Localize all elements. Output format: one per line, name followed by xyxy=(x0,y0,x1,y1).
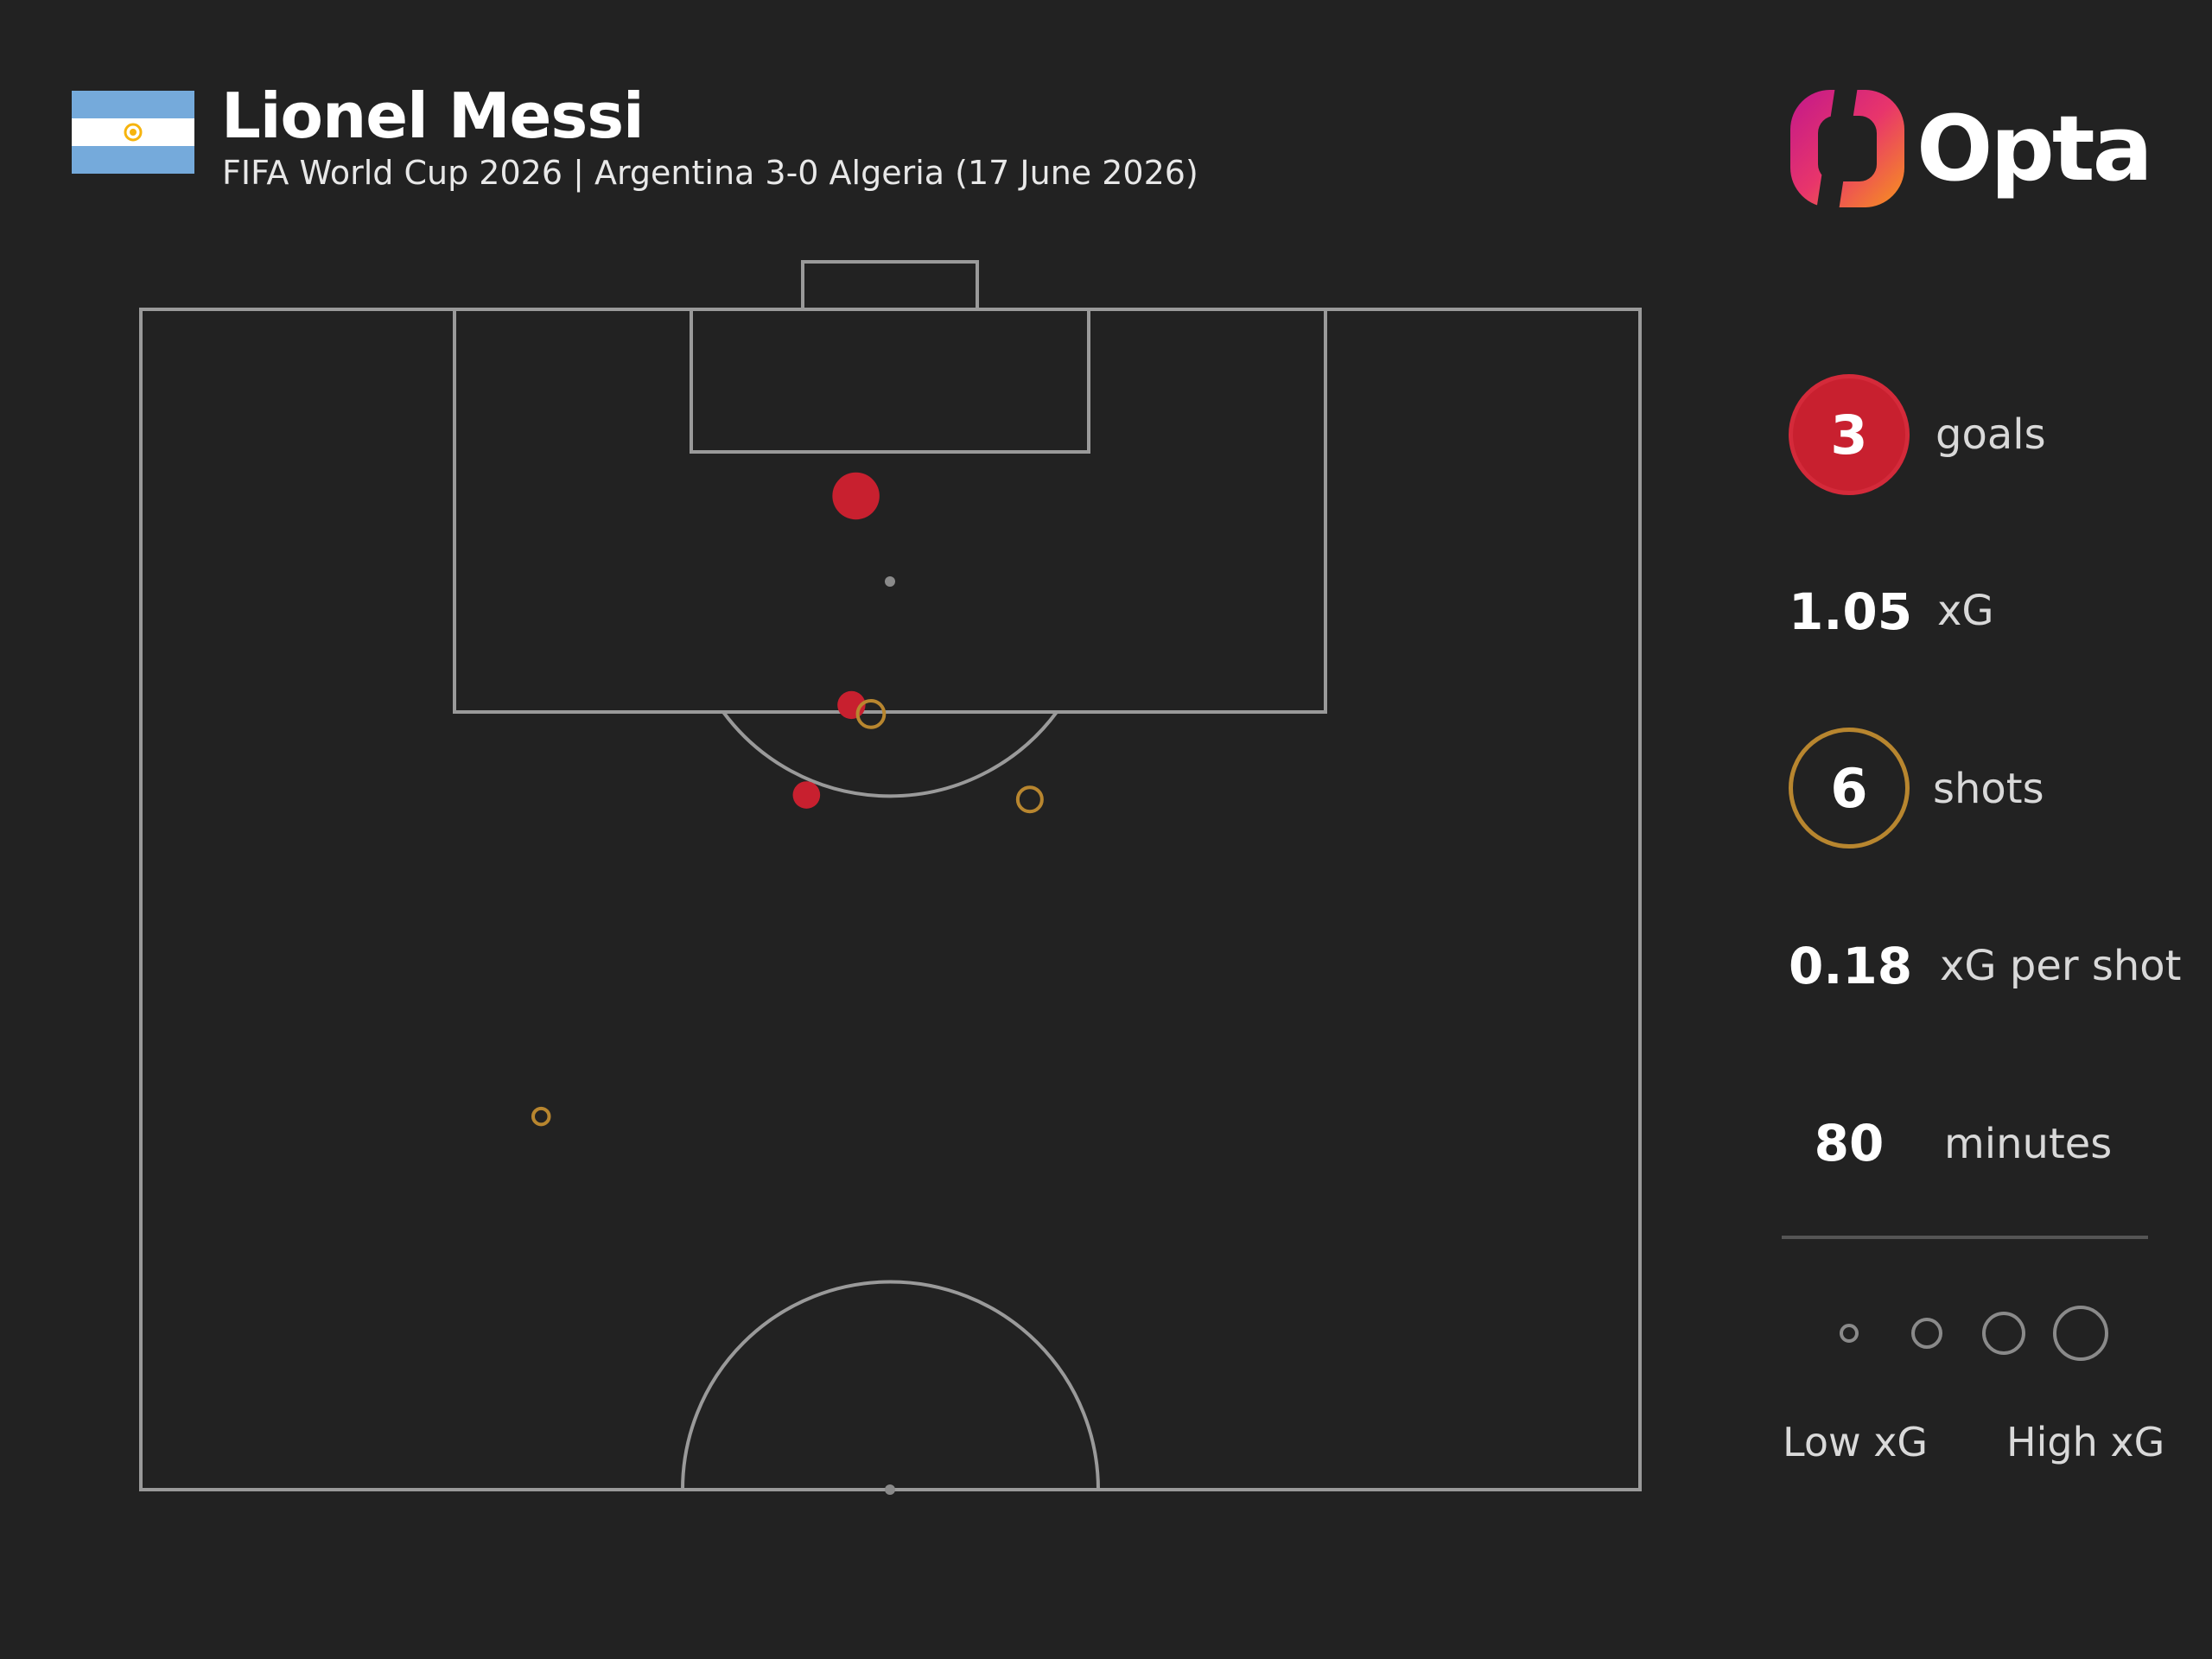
pitch-lines xyxy=(139,260,1642,1491)
xg-size-legend xyxy=(1840,1306,2108,1361)
shots-label: shots xyxy=(1933,765,2044,813)
goals-value: 3 xyxy=(1830,403,1868,467)
goals-badge: 3 xyxy=(1789,374,1910,495)
match-subtitle: FIFA World Cup 2026 | Argentina 3-0 Alge… xyxy=(222,154,1198,192)
argentina-flag-icon xyxy=(72,91,194,174)
centre-spot xyxy=(885,1484,895,1495)
xg-label: xG xyxy=(1937,587,1994,635)
shots-layer xyxy=(531,472,1044,1127)
six-yard-box xyxy=(690,308,1090,454)
opta-wordmark: Opta xyxy=(1916,96,2153,201)
legend-size-circle xyxy=(1840,1324,1859,1343)
missed-shot-marker xyxy=(531,1106,551,1127)
goal xyxy=(801,260,979,311)
centre-circle xyxy=(681,1280,1100,1491)
opta-logo-icon xyxy=(1790,86,1904,211)
stats-divider xyxy=(1782,1236,2148,1239)
legend-low-label: Low xG xyxy=(1783,1419,1929,1465)
shots-value: 6 xyxy=(1830,756,1868,820)
goal-shot-marker xyxy=(792,781,821,809)
legend-size-circle xyxy=(2053,1306,2108,1361)
pitch-outline xyxy=(139,308,1642,1491)
missed-shot-marker xyxy=(855,698,887,729)
player-name: Lionel Messi xyxy=(221,79,645,152)
legend-high-label: High xG xyxy=(2006,1419,2165,1465)
missed-shot-marker xyxy=(1015,785,1044,814)
xg-per-shot-value: 0.18 xyxy=(1789,937,1913,995)
goals-label: goals xyxy=(1936,410,2046,459)
penalty-arc xyxy=(721,710,1058,798)
legend-size-circle xyxy=(1982,1312,2025,1355)
shot-map xyxy=(139,260,1642,1495)
minutes-value: 80 xyxy=(1814,1114,1885,1173)
xg-per-shot-label: xG per shot xyxy=(1940,942,2182,990)
xg-value: 1.05 xyxy=(1789,582,1913,641)
goal-shot-marker xyxy=(832,472,880,520)
minutes-label: minutes xyxy=(1944,1120,2113,1168)
shots-badge: 6 xyxy=(1789,728,1910,849)
penalty-area xyxy=(453,308,1327,714)
penalty-spot xyxy=(885,576,895,587)
legend-size-circle xyxy=(1911,1318,1942,1349)
